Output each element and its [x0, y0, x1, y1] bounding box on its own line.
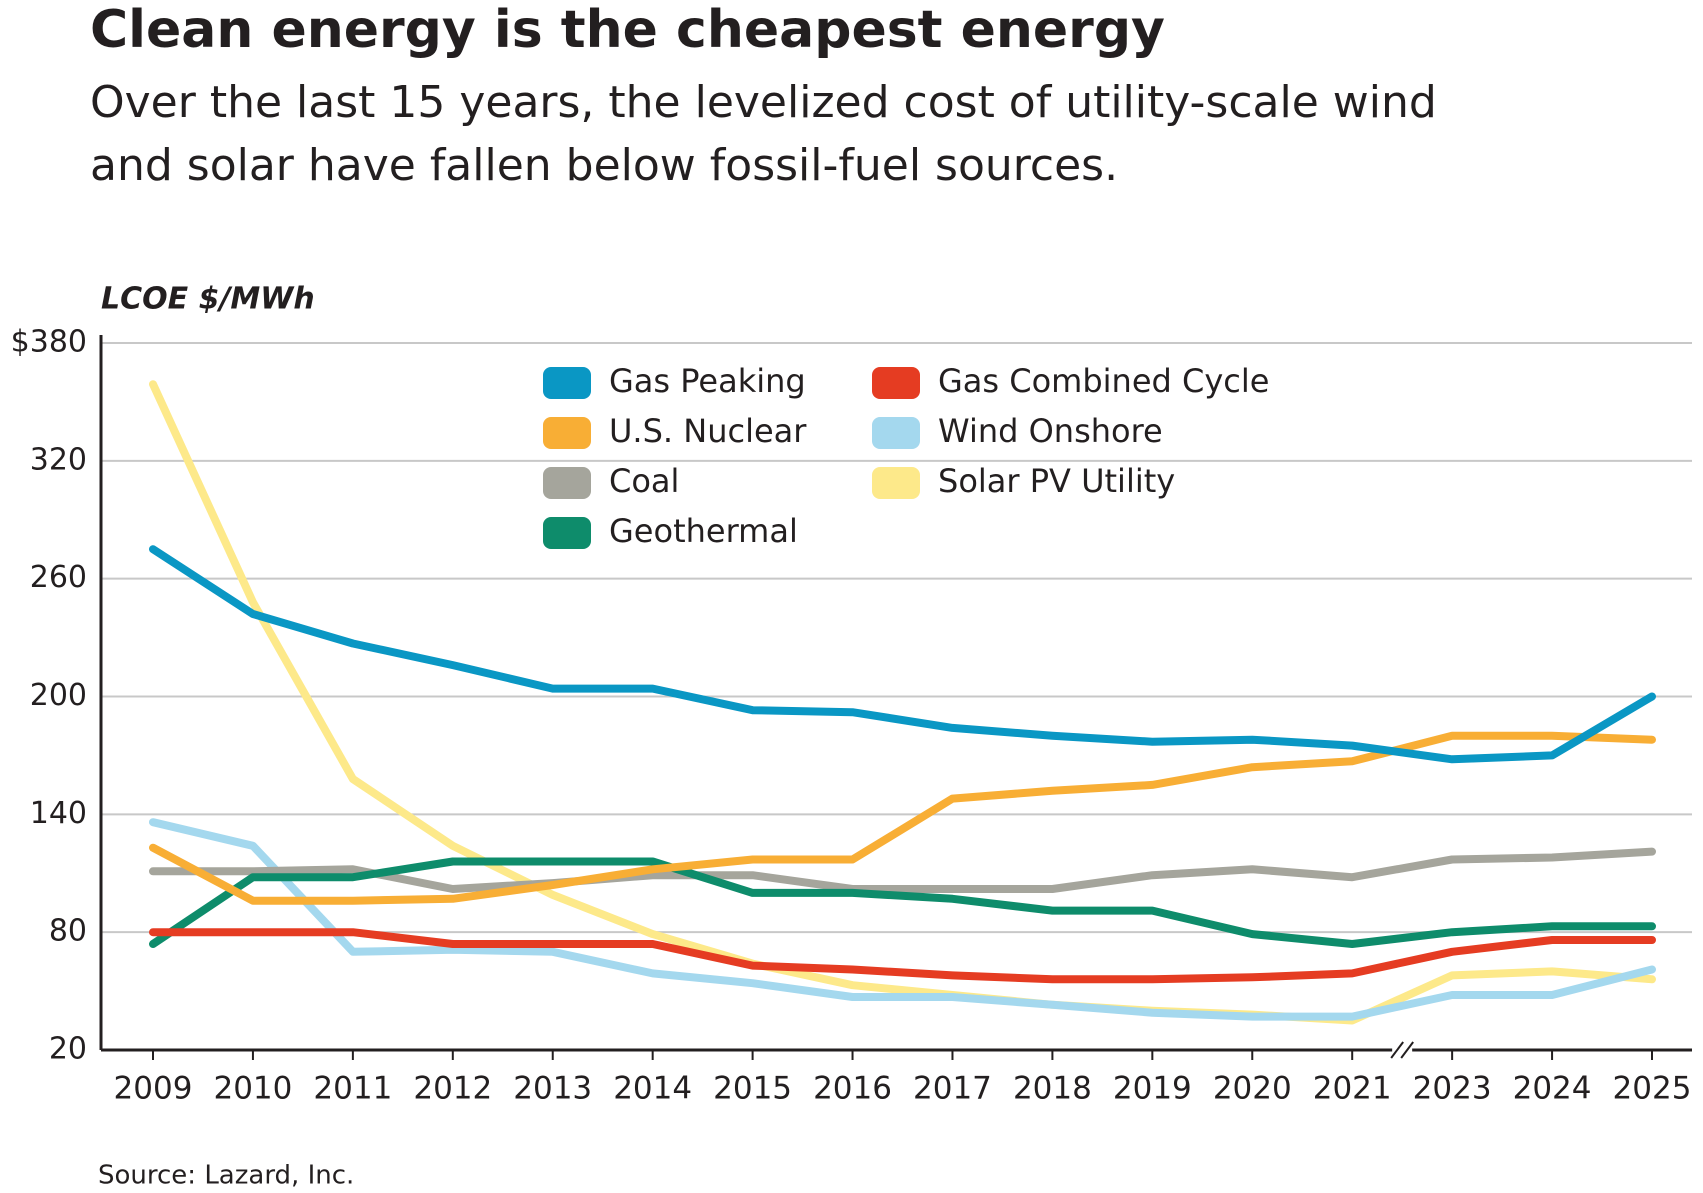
legend-swatch [543, 517, 591, 549]
y-axis-label: LCOE $/MWh [101, 282, 315, 317]
legend-label: Gas Peaking [609, 362, 806, 400]
x-tick-label: 2020 [1213, 1071, 1292, 1107]
legend-label: Solar PV Utility [938, 462, 1175, 500]
legend-label: Geothermal [609, 512, 798, 550]
x-tick-label: 2011 [313, 1071, 392, 1107]
chart-subtitle: and solar have fallen below fossil-fuel … [90, 140, 1118, 191]
legend-swatch [872, 467, 920, 499]
x-tick-label: 2016 [813, 1071, 892, 1107]
x-tick-label: 2018 [1013, 1071, 1092, 1107]
series-line [149, 380, 1656, 1025]
legend-swatch [872, 417, 920, 449]
x-tick-label: 2009 [114, 1071, 193, 1107]
legend-swatch [872, 367, 920, 399]
x-tick-label: 2025 [1613, 1071, 1692, 1107]
x-tick-label: 2015 [713, 1071, 792, 1107]
legend-label: U.S. Nuclear [609, 412, 807, 450]
y-tick-label: 20 [49, 1032, 87, 1067]
y-tick-label: 80 [49, 914, 87, 949]
legend-swatch [543, 467, 591, 499]
x-tick-label: 2019 [1113, 1071, 1192, 1107]
y-tick-label: 200 [30, 678, 87, 713]
legend-label: Wind Onshore [938, 412, 1163, 450]
legend-swatch [543, 367, 591, 399]
legend-swatch [543, 417, 591, 449]
y-tick-label: $380 [11, 325, 87, 360]
y-tick-label: 260 [30, 560, 87, 595]
series-line [149, 847, 1656, 893]
x-tick-label: 2021 [1313, 1071, 1392, 1107]
axis-break-mark [1400, 1041, 1414, 1059]
x-tick-label: 2017 [913, 1071, 992, 1107]
series-line [149, 818, 1656, 1021]
x-tick-label: 2013 [513, 1071, 592, 1107]
source: Source: Lazard, Inc. [98, 1161, 354, 1191]
series-line [149, 857, 1656, 948]
chart-title: Clean energy is the cheapest energy [90, 0, 1165, 60]
x-tick-label: 2014 [613, 1071, 692, 1107]
series-line [149, 928, 1656, 984]
x-tick-label: 2010 [213, 1071, 292, 1107]
axis-break-mark [1390, 1041, 1404, 1059]
legend-label: Gas Combined Cycle [938, 362, 1269, 400]
axis-break [1392, 1042, 1413, 1058]
x-tick-label: 2012 [413, 1071, 492, 1107]
x-tick-label: 2023 [1413, 1071, 1492, 1107]
y-tick-label: 140 [30, 796, 87, 831]
y-tick-label: 320 [30, 442, 87, 477]
legend-label: Coal [609, 462, 679, 500]
x-tick-label: 2024 [1513, 1071, 1592, 1107]
chart-subtitle: Over the last 15 years, the levelized co… [90, 77, 1437, 128]
series-line [149, 545, 1656, 764]
